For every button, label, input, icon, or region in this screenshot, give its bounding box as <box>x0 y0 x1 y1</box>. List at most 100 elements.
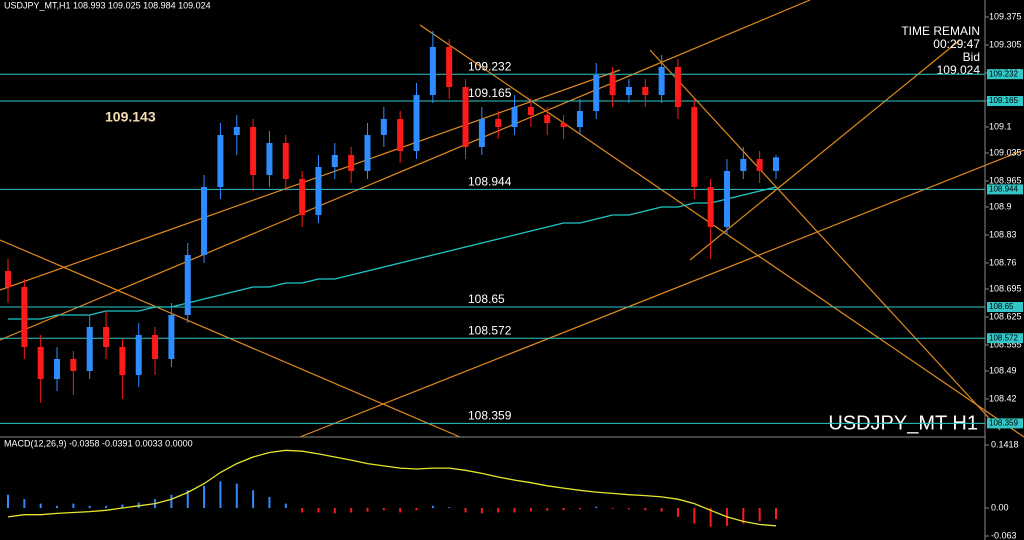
macd-bar <box>693 508 696 524</box>
macd-bar <box>562 508 565 511</box>
macd-bar <box>235 483 238 509</box>
candle-body <box>691 107 698 187</box>
moving-average <box>8 186 777 320</box>
macd-bar <box>775 508 777 520</box>
y-tick-label: 109.375 <box>989 11 1022 21</box>
candle-body <box>560 123 567 127</box>
macd-bar <box>644 508 647 511</box>
candle-body <box>5 271 11 287</box>
y-tick-label: 108.42 <box>989 393 1017 403</box>
candle-body <box>446 47 453 87</box>
candle-body <box>119 347 126 375</box>
y-tick-label: 108.76 <box>989 257 1017 267</box>
candle-body <box>217 135 224 187</box>
timer-value: 00:29:47 <box>933 37 980 51</box>
macd-bar <box>317 508 320 513</box>
candle-body <box>380 119 387 135</box>
candle-body <box>299 179 306 215</box>
macd-bar <box>660 508 663 512</box>
candle-body <box>658 67 665 95</box>
candle-body <box>331 155 338 167</box>
candle-body <box>364 135 371 171</box>
y-tick-label: 108.625 <box>989 311 1022 321</box>
macd-bar <box>758 508 761 522</box>
macd-bar <box>284 503 287 509</box>
trendline <box>419 24 1024 438</box>
timer-label: TIME REMAIN <box>901 24 980 38</box>
macd-bar <box>252 490 255 509</box>
candle-body <box>495 119 502 127</box>
y-tick-label: 108.555 <box>989 339 1022 349</box>
price-level-label: 109.232 <box>468 59 512 73</box>
candle-body <box>429 47 436 95</box>
bid-value: 109.024 <box>937 63 981 77</box>
candle-body <box>233 127 240 135</box>
macd-bar <box>709 508 712 527</box>
macd-bar <box>170 494 173 509</box>
macd-bar <box>7 494 9 509</box>
macd-bar <box>399 508 402 513</box>
candle-body <box>21 287 28 347</box>
price-level-axis-label: 109.232 <box>989 69 1018 78</box>
trendline <box>649 49 1001 431</box>
macd-bar <box>203 485 206 509</box>
macd-bar <box>301 508 304 513</box>
price-level-axis-label: 108.65 <box>989 302 1014 311</box>
y-tick-label: 109.305 <box>989 39 1022 49</box>
trendline <box>0 69 621 291</box>
y-tick-label: 108.965 <box>989 175 1022 185</box>
candle-body <box>152 335 159 359</box>
candle-body <box>348 155 355 171</box>
macd-bar <box>56 505 59 509</box>
price-level-label: 108.572 <box>468 323 512 337</box>
candle-body <box>723 171 730 227</box>
trendline <box>299 149 1024 438</box>
macd-bar <box>382 508 385 511</box>
macd-bar <box>431 505 434 509</box>
bid-label: Bid <box>963 50 980 64</box>
price-level-label: 108.65 <box>468 292 505 306</box>
price-level-box <box>987 302 1023 312</box>
macd-bar <box>333 508 336 514</box>
candle-body <box>397 119 404 151</box>
macd-bar <box>88 505 91 509</box>
macd-bar <box>415 508 418 511</box>
candle-body <box>462 87 469 147</box>
price-level-box <box>987 69 1023 80</box>
macd-bar <box>366 508 369 512</box>
macd-bar <box>121 504 124 509</box>
price-level-box <box>987 333 1023 344</box>
trendlines <box>0 0 1024 438</box>
macd-bar <box>529 508 532 512</box>
candle-body <box>593 75 600 111</box>
macd-bar <box>497 508 500 513</box>
candle-body <box>707 187 714 227</box>
price-level-axis-label: 108.572 <box>989 333 1018 342</box>
macd-bar <box>448 507 451 509</box>
macd-bar <box>480 508 483 514</box>
candle-body <box>315 167 322 215</box>
y-tick-label: 108.695 <box>989 283 1022 293</box>
price-level-box <box>987 418 1023 429</box>
candle-body <box>609 75 616 95</box>
candle-body <box>527 107 534 115</box>
candle-body <box>740 159 747 171</box>
candle-body <box>756 159 763 171</box>
price-level-box <box>987 184 1023 195</box>
candle-body <box>478 119 485 147</box>
price-level-axis-label: 109.165 <box>989 96 1018 105</box>
macd-bar <box>186 490 189 509</box>
macd-bar <box>72 503 75 509</box>
price-level-box <box>987 96 1023 106</box>
price-level-label: 109.165 <box>468 86 512 100</box>
candle-body <box>184 255 191 315</box>
macd-bar <box>578 508 581 510</box>
y-tick-label: 109.1 <box>989 121 1012 131</box>
y-tick-label: -0.063 <box>991 530 1017 540</box>
chart-header: USDJPY_MT,H1 108.993 109.025 108.984 109… <box>4 0 211 10</box>
y-tick-label: 0.00 <box>991 502 1009 512</box>
trendline <box>689 39 961 261</box>
candle-body <box>103 327 110 347</box>
